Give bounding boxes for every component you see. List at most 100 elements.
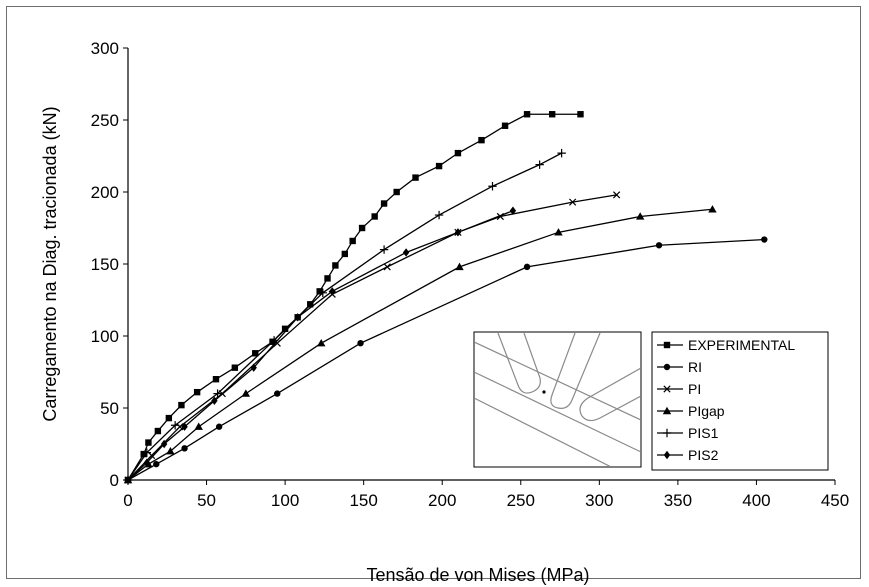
data-point-experimental: [332, 262, 339, 269]
data-point-experimental: [577, 111, 584, 118]
legend-marker-pis1: [662, 428, 672, 438]
data-point-ri: [153, 460, 160, 468]
data-point-pis1: [434, 210, 444, 220]
chart-frame: [6, 6, 861, 579]
legend-marker-pigap: [662, 406, 672, 415]
legend-marker-ri: [663, 363, 671, 371]
y-tick-label: 300: [91, 39, 119, 58]
data-point-experimental: [501, 122, 509, 129]
data-point-pigap: [317, 339, 326, 347]
data-point-experimental: [165, 414, 173, 422]
data-point-pis1: [170, 421, 180, 430]
series-experimental: [124, 111, 584, 484]
x-tick-label: 100: [271, 491, 299, 510]
x-tick-label: 300: [585, 491, 613, 510]
legend-label-pis2: PIS2: [688, 447, 719, 463]
legend-item-pi: PI: [657, 381, 701, 397]
data-point-experimental: [371, 213, 378, 220]
chart-axes: 0 50 100 150 200 250 300 350 400 450 0 50 100 150 200 2…: [91, 39, 850, 510]
data-point-pigap: [455, 262, 464, 271]
data-point-ri: [655, 242, 663, 249]
legend-label-experimental: EXPERIMENTAL: [688, 337, 795, 353]
legend-item-experimental: EXPERIMENTAL: [657, 337, 795, 353]
x-tick-label: 250: [507, 491, 535, 510]
legend-item-pigap: PIgap: [657, 403, 725, 419]
data-point-pi: [383, 263, 391, 271]
chart-plot: [123, 111, 768, 485]
data-point-pis1: [488, 182, 497, 191]
data-point-experimental: [140, 450, 147, 458]
data-point-pis1: [379, 245, 389, 254]
data-point-experimental: [316, 288, 323, 295]
data-point-pis1: [142, 448, 152, 457]
data-point-experimental: [549, 111, 556, 118]
data-point-pis2: [211, 396, 218, 405]
data-point-experimental: [349, 237, 356, 245]
data-point-pigap: [554, 228, 563, 236]
legend-label-pi: PI: [688, 381, 701, 397]
data-point-experimental: [412, 174, 419, 181]
y-tick-label: 50: [100, 399, 119, 418]
legend-marker-pi: [663, 385, 671, 393]
x-axis-title: Tensão de von Mises (MPa): [366, 565, 589, 585]
x-tick-label: 450: [821, 491, 849, 510]
y-tick-label: 100: [91, 327, 119, 346]
data-point-experimental: [193, 388, 201, 396]
data-point-pi: [273, 339, 281, 347]
data-point-pis2: [402, 248, 410, 257]
legend-label-pis1: PIS1: [688, 425, 719, 441]
data-point-pigap: [241, 389, 251, 397]
data-point-pis1: [213, 389, 222, 398]
data-point-pigap: [635, 212, 645, 220]
data-point-experimental: [523, 111, 531, 118]
data-point-pis2: [329, 287, 336, 296]
y-tick-label: 250: [91, 111, 119, 130]
data-point-ri: [215, 423, 223, 430]
y-tick-label: 150: [91, 255, 119, 274]
data-point-experimental: [145, 439, 152, 446]
x-tick-label: 200: [428, 491, 456, 510]
series-ri: [124, 236, 768, 484]
x-tick-label: 400: [742, 491, 770, 510]
series-pis1: [123, 148, 566, 485]
data-point-ri: [761, 236, 768, 243]
legend-item-pis1: PIS1: [657, 425, 719, 441]
data-point-pis1: [318, 288, 328, 297]
data-point-experimental: [212, 376, 220, 383]
legend-item-pis2: PIS2: [657, 447, 719, 463]
data-point-pis2: [124, 475, 132, 485]
data-point-ri: [523, 263, 531, 271]
legend-marker-pis2: [663, 450, 671, 460]
data-point-pis2: [160, 439, 168, 449]
data-point-pigap: [166, 447, 175, 455]
data-point-experimental: [252, 350, 259, 357]
chart-legend: EXPERIMENTAL RI PI PIgap PIS1 PIS2: [651, 331, 829, 471]
data-point-pis2: [181, 422, 188, 431]
data-point-pis2: [250, 363, 257, 372]
data-point-experimental: [178, 401, 185, 409]
data-point-ri: [274, 390, 281, 397]
data-point-pigap: [708, 205, 717, 213]
legend-marker-experimental: [663, 341, 671, 349]
data-point-pi: [147, 451, 156, 460]
data-point-experimental: [454, 149, 462, 157]
data-point-ri: [181, 445, 188, 452]
series-pis2: [124, 206, 517, 485]
x-tick-label: 0: [123, 491, 132, 510]
data-point-experimental: [478, 136, 485, 144]
data-point-pigap: [194, 422, 203, 430]
legend-label-pigap: PIgap: [688, 403, 725, 419]
data-point-pis1: [535, 160, 544, 169]
data-point-ri: [357, 340, 364, 347]
y-axis-title: Carregamento na Diag. tracionada (kN): [40, 106, 60, 421]
x-tick-label: 50: [197, 491, 216, 510]
data-point-pis2: [143, 458, 151, 467]
y-tick-label: 200: [91, 183, 119, 202]
joint-inset-illustration: [473, 331, 642, 468]
data-point-experimental: [341, 250, 349, 258]
data-point-pi: [568, 198, 577, 206]
data-point-pis2: [509, 206, 517, 215]
y-tick-label: 0: [110, 471, 119, 490]
data-point-experimental: [393, 188, 400, 196]
